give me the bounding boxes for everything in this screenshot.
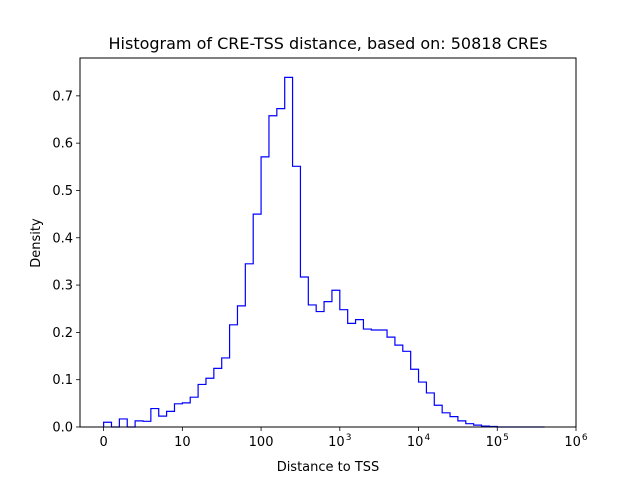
y-tick-label: 0.4 <box>52 231 73 246</box>
x-tick-label: 0 <box>99 435 107 450</box>
y-tick-label: 0.3 <box>52 279 73 294</box>
y-tick-label: 0.0 <box>52 421 73 436</box>
x-tick-label: 10 <box>174 435 191 450</box>
histogram-step-line <box>103 76 545 428</box>
x-tick-label: 106 <box>564 433 588 450</box>
y-tick-label: 0.5 <box>52 184 73 199</box>
y-tick-label: 0.7 <box>52 89 73 104</box>
x-tick-label: 104 <box>407 433 431 450</box>
y-tick-label: 0.2 <box>52 326 73 341</box>
x-tick-label: 103 <box>328 433 351 450</box>
y-tick-label: 0.6 <box>52 137 73 152</box>
x-axis-label: Distance to TSS <box>277 460 380 475</box>
plot-area: 0 10 100 103 104 105 106 0.0 0.1 0.2 0.3 0.4 0.5 0.6 0… <box>52 57 588 450</box>
chart-title: Histogram of CRE-TSS distance, based on:… <box>109 34 548 53</box>
x-tick-label: 100 <box>249 435 274 450</box>
plot-frame <box>79 57 577 428</box>
y-axis-label: Density <box>29 218 44 268</box>
y-tick-label: 0.1 <box>52 373 73 388</box>
x-tick-label: 105 <box>486 433 509 450</box>
